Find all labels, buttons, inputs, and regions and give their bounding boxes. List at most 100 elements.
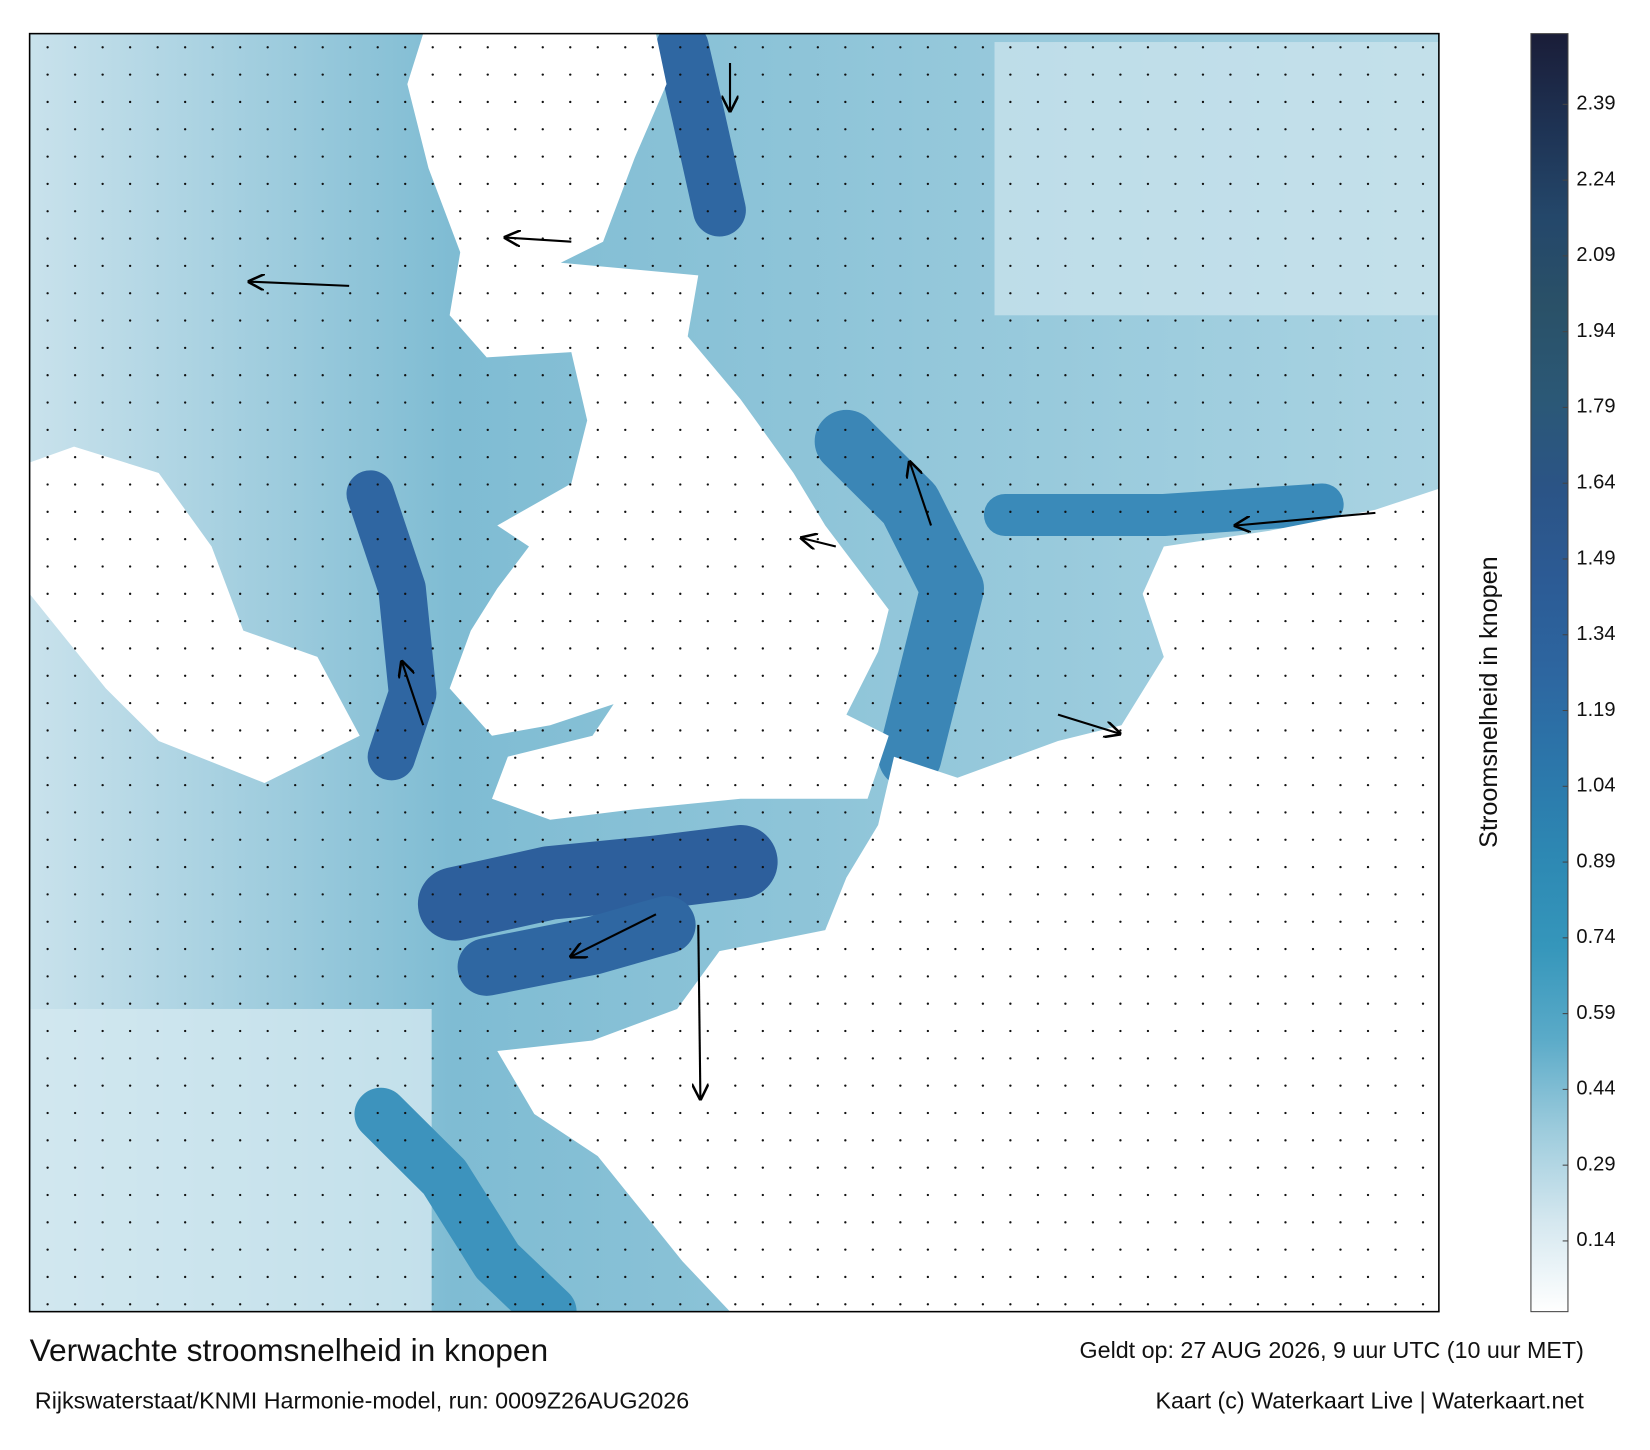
grid-dot [1421, 428, 1425, 432]
grid-dot [624, 1002, 627, 1005]
grid-dot [1036, 510, 1040, 513]
grid-dot [541, 1193, 544, 1197]
grid-dot [294, 237, 297, 240]
grid-dot [844, 292, 847, 295]
grid-dot [569, 947, 572, 951]
grid-dot [211, 428, 214, 432]
grid-dot [1064, 674, 1067, 677]
grid-dot [1201, 1002, 1205, 1005]
grid-dot [706, 401, 709, 404]
grid-dot [101, 947, 104, 951]
grid-dot [596, 1111, 599, 1115]
grid-dot [431, 128, 434, 131]
grid-dot [431, 701, 434, 705]
grid-dot [128, 865, 132, 869]
grid-dot [266, 346, 269, 350]
grid-dot [816, 237, 819, 240]
grid-dot [541, 1221, 544, 1224]
grid-dot [1229, 947, 1232, 951]
grid-dot [789, 346, 792, 350]
grid-dot [239, 783, 242, 787]
grid-dot [1421, 401, 1425, 404]
grid-dot [128, 975, 132, 978]
grid-dot [981, 1139, 985, 1142]
grid-dot [789, 73, 792, 76]
grid-dot [1119, 783, 1122, 787]
grid-dot [1009, 1193, 1012, 1197]
grid-dot [1394, 1111, 1397, 1115]
grid-dot [1009, 1084, 1012, 1087]
grid-dot [1174, 729, 1177, 732]
grid-dot [1009, 701, 1012, 705]
grid-dot [1009, 428, 1012, 432]
grid-dot [239, 701, 242, 705]
grid-dot [239, 756, 242, 759]
grid-dot [183, 456, 187, 459]
grid-dot [156, 1221, 159, 1224]
grid-dot [101, 1166, 104, 1169]
grid-dot [1174, 811, 1177, 814]
grid-dot [596, 1248, 599, 1251]
grid-dot [706, 1139, 709, 1142]
grid-dot [596, 428, 599, 432]
grid-dot [954, 1084, 957, 1087]
grid-dot [816, 128, 819, 131]
grid-dot [651, 565, 654, 568]
grid-dot [1119, 237, 1122, 240]
grid-dot [486, 46, 489, 49]
grid-dot [734, 729, 737, 732]
grid-dot [1366, 1084, 1370, 1087]
grid-dot [1311, 647, 1315, 650]
grid-dot [734, 674, 737, 677]
grid-dot [376, 592, 379, 595]
grid-dot [1174, 920, 1177, 923]
grid-dot [871, 346, 875, 350]
grid-dot [981, 592, 985, 595]
grid-dot [1036, 756, 1040, 759]
grid-dot [1284, 1303, 1287, 1306]
grid-dot [73, 783, 77, 787]
grid-dot [734, 210, 737, 213]
grid-dot [651, 592, 654, 595]
grid-dot [431, 319, 434, 322]
grid-dot [156, 1139, 159, 1142]
grid-dot [981, 893, 985, 896]
grid-dot [1339, 128, 1342, 131]
grid-dot [569, 155, 572, 158]
grid-dot [1394, 1193, 1397, 1197]
grid-dot [981, 374, 985, 377]
grid-dot [1036, 920, 1040, 923]
grid-dot [761, 73, 764, 76]
grid-dot [844, 1166, 847, 1169]
grid-dot [183, 182, 187, 186]
grid-dot [761, 865, 764, 869]
grid-dot [486, 510, 489, 513]
grid-dot [486, 374, 489, 377]
grid-dot [404, 1139, 407, 1142]
grid-dot [1119, 155, 1122, 158]
grid-dot [486, 811, 489, 814]
grid-dot [459, 783, 462, 787]
grid-dot [1064, 1221, 1067, 1224]
grid-dot [294, 592, 297, 595]
grid-dot [211, 647, 214, 650]
grid-dot [1229, 920, 1232, 923]
grid-dot [899, 1221, 902, 1224]
grid-dot [73, 1193, 77, 1197]
grid-dot [871, 128, 875, 131]
grid-dot [1119, 1002, 1122, 1005]
grid-dot [349, 374, 352, 377]
grid-dot [1339, 729, 1342, 732]
grid-dot [46, 128, 49, 131]
colorbar: 0.140.290.440.590.740.891.041.191.341.49… [1530, 33, 1616, 1313]
grid-dot [1421, 483, 1425, 486]
grid-dot [349, 100, 352, 104]
grid-dot [541, 619, 544, 623]
grid-dot [321, 893, 324, 896]
grid-dot [954, 947, 957, 951]
grid-dot [541, 975, 544, 978]
grid-dot [1146, 456, 1150, 459]
grid-dot [266, 920, 269, 923]
grid-dot [926, 783, 930, 787]
grid-dot [1091, 401, 1095, 404]
